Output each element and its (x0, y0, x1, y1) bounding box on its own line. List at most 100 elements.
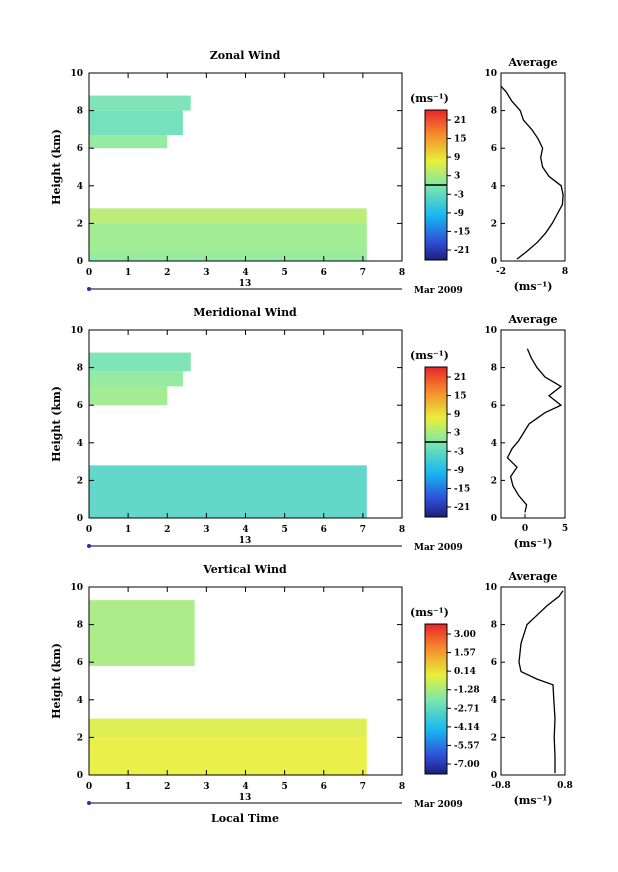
avg-frame (500, 586, 566, 776)
x-tick-label: 8 (399, 782, 405, 792)
heatmap-area (89, 600, 367, 775)
y-axis-label: Height (km) (50, 386, 63, 462)
x-tick-label: 1 (125, 782, 131, 792)
avg-y-tick-label: 0 (491, 514, 497, 524)
y-tick-label: 6 (77, 401, 83, 411)
x-tick-label: 4 (242, 782, 248, 792)
colorbar-tick-label: 21 (454, 373, 467, 383)
x-tick-label: 1 (125, 268, 131, 278)
day-marker (87, 287, 91, 291)
date-label: Mar 2009 (414, 543, 463, 553)
heatmap-cell-2 (89, 737, 367, 775)
avg-y-tick-label: 0 (491, 771, 497, 781)
heatmap-cell-1 (89, 371, 183, 387)
avg-x-tick-label: 0 (522, 524, 528, 534)
avg-x-tick-label: -2 (496, 267, 506, 277)
colorbar-tick-label: -15 (454, 484, 470, 494)
x-tick-label: 5 (281, 782, 287, 792)
avg-title: Average (507, 570, 557, 583)
heatmap-cell-0 (89, 352, 191, 372)
y-tick-label: 8 (77, 364, 83, 374)
avg-xlabel: (ms⁻¹) (514, 537, 553, 550)
colorbar-unit: (ms⁻¹) (410, 349, 449, 362)
colorbar-tick-label: 3 (454, 429, 460, 439)
x-tick-label: 1 (125, 525, 131, 535)
avg-profile-line (500, 85, 564, 260)
date-label: Mar 2009 (414, 286, 463, 296)
avg-y-tick-label: 0 (491, 257, 497, 267)
avg-y-tick-label: 10 (484, 69, 497, 79)
avg-y-tick-label: 2 (491, 733, 497, 743)
y-axis: 0 2 4 6 8 10 (70, 326, 402, 524)
colorbar-tick-label: -21 (454, 246, 470, 256)
colorbar-tick-label: 3.00 (454, 630, 476, 640)
x-axis: 0 1 2 3 4 5 6 7 8 (86, 73, 405, 278)
x-tick-label: 2 (164, 782, 170, 792)
avg-profile-line (506, 348, 563, 513)
chart-title: Meridional Wind (193, 306, 297, 319)
avg-x-tick-label: -0.8 (491, 781, 510, 791)
vertical-wind-panel: Vertical Wind 0 1 2 3 4 5 6 7 8 0 2 4 6 8 10 Height (… (50, 563, 573, 825)
avg-frame (500, 329, 566, 519)
x-tick-label: 0 (86, 268, 92, 278)
day-label: 13 (239, 536, 252, 546)
x-tick-label: 7 (360, 782, 366, 792)
y-tick-label: 6 (77, 658, 83, 668)
colorbar (424, 623, 448, 775)
avg-profile-line (518, 590, 564, 774)
x-tick-label: 0 (86, 782, 92, 792)
x-tick-label: 4 (242, 525, 248, 535)
date-label: Mar 2009 (414, 800, 463, 810)
x-tick-label: 6 (321, 782, 327, 792)
colorbar-tick-label: 15 (454, 135, 467, 145)
avg-y-tick-label: 8 (491, 364, 497, 374)
avg-axes: 0 2 4 6 8 10 -0.8 0.8 (484, 583, 572, 791)
x-tick-label: 6 (321, 525, 327, 535)
heatmap-cell-2 (89, 135, 168, 149)
day-label: 13 (239, 793, 252, 803)
avg-y-tick-label: 2 (491, 219, 497, 229)
colorbar-tick-label: -3 (454, 447, 464, 457)
y-tick-label: 2 (77, 476, 83, 486)
y-tick-label: 0 (77, 514, 83, 524)
avg-title: Average (507, 56, 557, 69)
day-marker (87, 801, 91, 805)
colorbar-tick-label: 9 (454, 410, 460, 420)
colorbar-tick-label: -1.28 (454, 686, 480, 696)
heatmap-cell-5 (89, 253, 367, 261)
x-tick-label: 6 (321, 268, 327, 278)
colorbar-tick-label: -9 (454, 466, 464, 476)
heatmap-area (89, 352, 367, 518)
x-axis: 0 1 2 3 4 5 6 7 8 (86, 330, 405, 535)
x-tick-label: 2 (164, 268, 170, 278)
avg-y-tick-label: 10 (484, 583, 497, 593)
avg-x-tick-label: 8 (562, 267, 568, 277)
x-tick-label: 8 (399, 268, 405, 278)
heatmap-cell-3 (89, 465, 367, 518)
x-tick-label: 3 (203, 782, 209, 792)
x-tick-label: 3 (203, 268, 209, 278)
x-tick-label: 3 (203, 525, 209, 535)
colorbar-ticks: 21 15 9 3 -3 -9 -15 -21 (447, 116, 470, 256)
avg-y-tick-label: 10 (484, 326, 497, 336)
x-tick-label: 2 (164, 525, 170, 535)
x-axis: 0 1 2 3 4 5 6 7 8 (86, 587, 405, 792)
x-tick-label: 7 (360, 268, 366, 278)
avg-x-tick-label: 0.8 (557, 781, 573, 791)
heatmap-area (89, 95, 367, 261)
y-tick-label: 0 (77, 257, 83, 267)
colorbar-tick-label: -5.57 (454, 741, 480, 751)
heatmap-cell-0 (89, 600, 195, 666)
colorbar-tick-label: -9 (454, 209, 464, 219)
y-tick-label: 8 (77, 621, 83, 631)
avg-frame (500, 72, 566, 262)
y-tick-label: 8 (77, 107, 83, 117)
y-tick-label: 10 (70, 583, 83, 593)
colorbar-unit: (ms⁻¹) (410, 92, 449, 105)
y-axis: 0 2 4 6 8 10 (70, 69, 402, 267)
colorbar-tick-label: -7.00 (454, 760, 480, 770)
avg-xlabel: (ms⁻¹) (514, 280, 553, 293)
y-tick-label: 2 (77, 733, 83, 743)
avg-xlabel: (ms⁻¹) (514, 794, 553, 807)
day-marker (87, 544, 91, 548)
